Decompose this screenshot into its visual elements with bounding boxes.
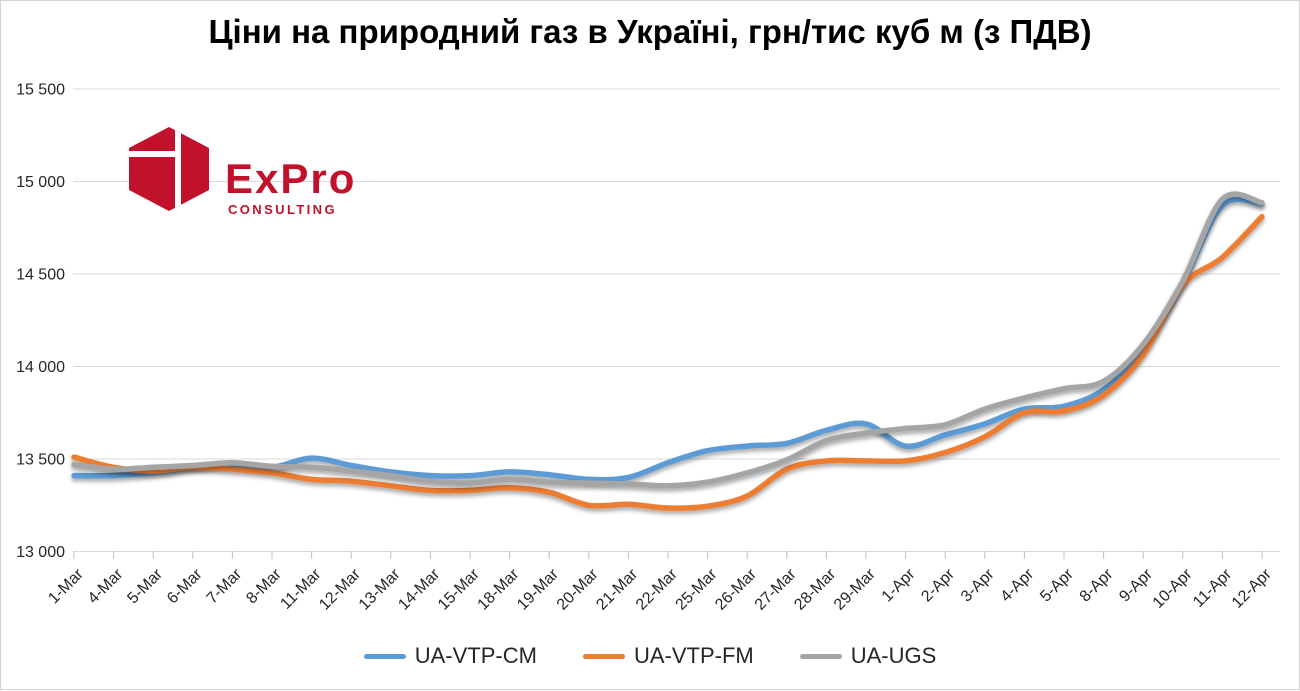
x-axis-tick-label: 6-Mar bbox=[164, 565, 206, 607]
x-axis-tick-label: 11-Mar bbox=[277, 565, 324, 612]
x-axis-tick-label: 27-Mar bbox=[752, 565, 800, 613]
x-axis-tick-label: 13-Mar bbox=[356, 565, 404, 613]
x-axis-tick-label: 5-Apr bbox=[1037, 565, 1077, 605]
series-line-UA-VTP-FM bbox=[71, 213, 1265, 511]
x-axis-labels: 1-Mar4-Mar5-Mar6-Mar7-Mar8-Mar11-Mar12-M… bbox=[45, 565, 1275, 613]
x-axis-tick-label: 21-Mar bbox=[593, 565, 641, 613]
y-axis-tick-label: 15 000 bbox=[16, 174, 65, 191]
expro-logo-subtitle-text: CONSULTING bbox=[228, 202, 337, 217]
legend-label: UA-UGS bbox=[850, 643, 937, 668]
x-axis-tick-label: 25-Mar bbox=[673, 565, 721, 613]
x-axis-tick-label: 3-Apr bbox=[958, 565, 998, 605]
chart-legend: UA-VTP-CM UA-VTP-FM UA-UGS bbox=[1, 643, 1299, 669]
y-axis-labels: 13 000 13 500 14 000 14 500 15 000 15 500 bbox=[16, 82, 65, 562]
legend-label: UA-VTP-CM bbox=[414, 643, 537, 668]
x-axis-tick-label: 15-Mar bbox=[435, 565, 483, 613]
x-axis-tick-label: 8-Apr bbox=[1077, 565, 1117, 605]
x-axis-tick-label: 1-Mar bbox=[45, 565, 87, 607]
x-axis-tick-label: 14-Mar bbox=[395, 565, 443, 613]
legend-swatch-icon bbox=[363, 653, 406, 659]
x-axis-ticks bbox=[73, 551, 1263, 559]
x-axis-tick-label: 10-Apr bbox=[1150, 565, 1196, 611]
x-axis-tick-label: 19-Mar bbox=[514, 565, 562, 613]
chart-title: Ціни на природний газ в Україні, грн/тис… bbox=[208, 13, 1092, 50]
series-line-UA-UGS bbox=[71, 191, 1265, 489]
y-axis-tick-label: 13 000 bbox=[16, 544, 65, 561]
y-axis-tick-label: 14 500 bbox=[16, 267, 65, 284]
x-axis-tick-label: 1-Apr bbox=[879, 565, 919, 605]
x-axis-tick-label: 7-Mar bbox=[204, 565, 246, 607]
x-axis-tick-label: 18-Mar bbox=[475, 565, 523, 613]
x-axis-tick-label: 2-Apr bbox=[918, 565, 958, 605]
legend-item-UA-VTP-CM: UA-VTP-CM bbox=[363, 643, 537, 669]
series-lines bbox=[71, 191, 1265, 511]
x-axis-tick-label: 28-Mar bbox=[791, 565, 839, 613]
legend-swatch-icon bbox=[799, 653, 842, 659]
expro-logo-brand-text: ExPro bbox=[225, 155, 356, 202]
x-axis-tick-label: 12-Mar bbox=[316, 565, 364, 613]
legend-swatch-icon bbox=[582, 653, 625, 659]
legend-item-UA-UGS: UA-UGS bbox=[799, 643, 937, 669]
gridlines bbox=[73, 88, 1280, 552]
x-axis-tick-label: 4-Mar bbox=[85, 565, 127, 607]
legend-item-UA-VTP-FM: UA-VTP-FM bbox=[582, 643, 754, 669]
y-axis-tick-label: 13 500 bbox=[16, 452, 65, 469]
x-axis-tick-label: 20-Mar bbox=[554, 565, 602, 613]
x-axis-tick-label: 11-Apr bbox=[1190, 565, 1236, 611]
x-axis-tick-label: 4-Apr bbox=[998, 565, 1038, 605]
x-axis-tick-label: 5-Mar bbox=[124, 565, 166, 607]
x-axis-tick-label: 12-Apr bbox=[1229, 565, 1275, 611]
series-line-UA-VTP-CM bbox=[71, 196, 1265, 483]
x-axis-tick-label: 26-Mar bbox=[712, 565, 760, 613]
expro-logo-hexagon-icon bbox=[129, 127, 209, 211]
x-axis-tick-label: 29-Mar bbox=[831, 565, 879, 613]
y-axis-tick-label: 15 500 bbox=[16, 82, 65, 99]
x-axis-tick-label: 22-Mar bbox=[633, 565, 681, 613]
y-axis-tick-label: 14 000 bbox=[16, 359, 65, 376]
legend-label: UA-VTP-FM bbox=[633, 643, 754, 668]
expro-logo: ExPro CONSULTING bbox=[129, 127, 356, 217]
